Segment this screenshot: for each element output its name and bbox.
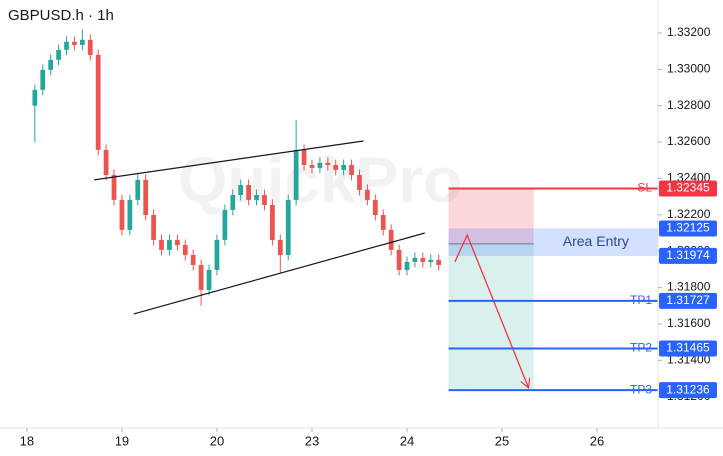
candle-body (159, 239, 164, 250)
candle-body (48, 59, 54, 70)
y-tick-label: 1.33200 (667, 25, 711, 39)
x-tick-label: 19 (115, 433, 129, 448)
candle-body (198, 265, 204, 290)
candle-body (428, 259, 434, 262)
candle-body (365, 189, 370, 200)
price-label-box (659, 340, 717, 357)
price-label-box (659, 220, 717, 237)
x-tick-label: 23 (305, 433, 319, 448)
candle-body (32, 89, 38, 106)
candle-body (167, 239, 172, 250)
price-label: 1.31236 (666, 382, 710, 396)
y-tick-label: 1.33000 (667, 61, 711, 75)
candle-body (372, 199, 378, 216)
plot-area: QuickPro Area Entry SL TP1 TP2 TP3 (32, 29, 658, 396)
trendline (94, 140, 364, 181)
price-label: 1.32125 (666, 221, 710, 235)
candle-body (301, 149, 307, 165)
candle-body (325, 162, 331, 165)
candle-body (222, 209, 228, 240)
axes: 1.332001.330001.328001.326001.324001.322… (20, 25, 711, 448)
candle-body (87, 39, 93, 55)
candle-body (79, 39, 85, 45)
y-tick-label: 1.32200 (667, 207, 711, 221)
price-label: 1.31727 (666, 293, 710, 307)
candle-body (293, 149, 299, 200)
candle-body (206, 269, 212, 290)
candle-body (420, 257, 426, 262)
price-label: 1.32345 (666, 181, 710, 195)
candle-body (127, 199, 133, 230)
candle-body (246, 184, 252, 200)
entry-zone-label: Area Entry (563, 233, 629, 249)
candle-body (436, 259, 442, 266)
candle-body (285, 199, 291, 256)
candle-body (135, 179, 141, 200)
chart-title: GBPUSD.h · 1h (8, 7, 114, 24)
price-label: 1.31465 (666, 341, 710, 355)
candle-body (404, 261, 410, 270)
level-name: TP3 (630, 382, 652, 396)
level-name: TP1 (630, 293, 652, 307)
candle-body (190, 255, 196, 266)
entry-zone (448, 228, 658, 256)
candle-body (270, 204, 275, 240)
x-tick-label: 24 (400, 433, 414, 448)
trendline (133, 232, 425, 315)
candle-body (412, 257, 418, 262)
price-label-box (659, 292, 717, 309)
price-label: 1.31974 (666, 248, 710, 262)
candle-body (262, 194, 267, 205)
candle-body (349, 164, 354, 175)
candle-body (277, 239, 283, 256)
candle-body (254, 194, 259, 200)
level-name: SL (637, 181, 652, 195)
candle-body (64, 41, 69, 50)
candle-body (174, 239, 180, 246)
candle-body (151, 215, 156, 240)
risk-zone (448, 188, 534, 244)
candle-body (357, 174, 362, 190)
candle-body (95, 54, 101, 150)
y-tick-label: 1.32800 (667, 98, 711, 112)
price-label-box (659, 382, 717, 399)
candle-body (40, 69, 46, 90)
candle-body (388, 229, 394, 250)
watermark: QuickPro (178, 144, 463, 216)
candle-body (103, 149, 109, 175)
candle-body (341, 164, 347, 170)
x-tick-label: 20 (210, 433, 224, 448)
candle-body (238, 184, 244, 195)
candle-body (111, 174, 117, 200)
candle-body (230, 194, 236, 210)
candle-body (56, 49, 61, 60)
candle-body (380, 215, 386, 230)
candle-body (182, 245, 188, 256)
candle-body (396, 249, 402, 270)
candle-body (119, 199, 125, 230)
level-name: TP2 (630, 341, 652, 355)
x-tick-label: 18 (20, 433, 34, 448)
y-tick-label: 1.32600 (667, 134, 711, 148)
candle-body (309, 164, 315, 168)
x-tick-label: 26 (590, 433, 604, 448)
price-label-box (659, 180, 717, 197)
trade-arrow (454, 233, 528, 387)
price-label-box (659, 247, 717, 264)
candle-body (333, 164, 339, 170)
candle-body (214, 239, 220, 270)
candle-body (72, 41, 77, 45)
x-tick-label: 25 (495, 433, 509, 448)
y-tick-label: 1.31600 (667, 316, 711, 330)
candle-body (317, 162, 323, 168)
y-tick-label: 1.31800 (667, 280, 711, 294)
price-labels: 1.32345 1.31727 1.31465 1.31236 1.32125 1.319… (659, 180, 717, 399)
candle-body (143, 179, 149, 216)
